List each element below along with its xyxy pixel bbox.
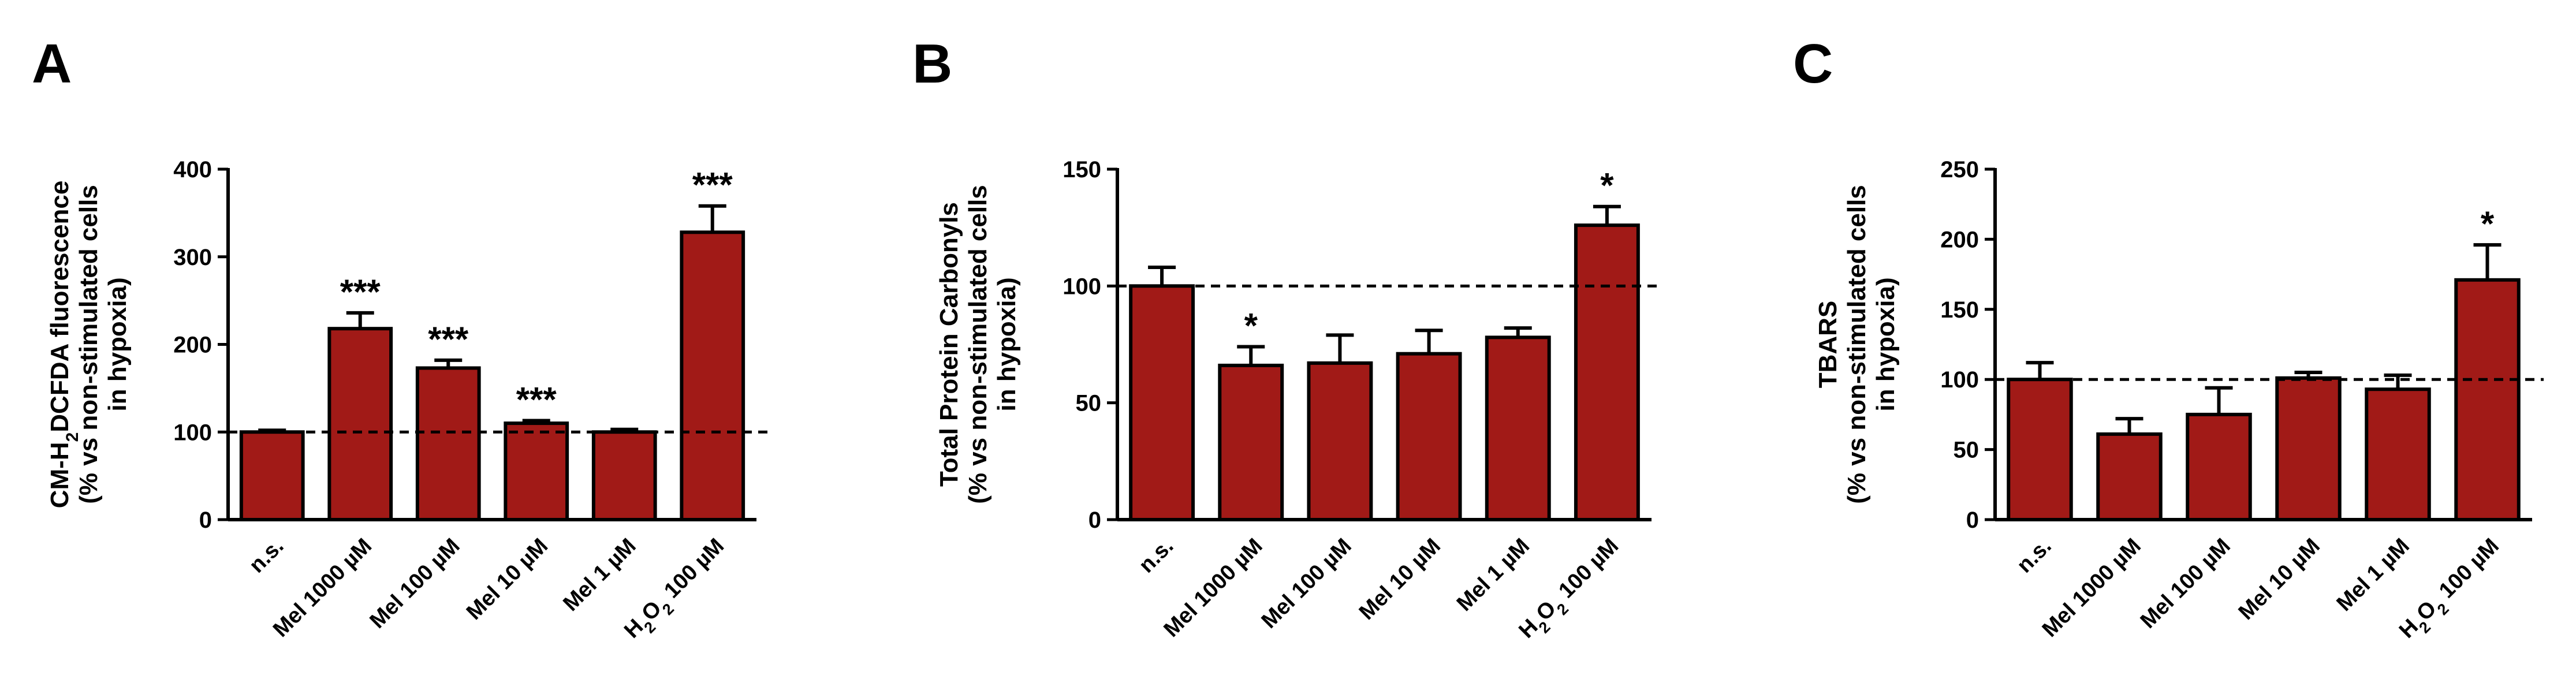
bar bbox=[2186, 412, 2252, 522]
x-category-label: Mel 100 µM bbox=[365, 534, 464, 633]
panel-letter: B bbox=[912, 33, 952, 95]
bar bbox=[1396, 352, 1462, 521]
x-category-label: n.s. bbox=[245, 534, 289, 578]
bar bbox=[2096, 432, 2163, 522]
x-category-label: Mel 100 µM bbox=[1257, 534, 1356, 633]
panel-letter: A bbox=[32, 33, 72, 95]
panel-letter: C bbox=[1793, 33, 1833, 95]
y-tick-label: 200 bbox=[173, 333, 212, 358]
y-tick-label: 400 bbox=[173, 157, 212, 182]
y-axis-title-line: (% vs non-stimulated cells bbox=[74, 185, 103, 504]
y-tick-label: 50 bbox=[1076, 391, 1102, 416]
y-axis-title-line: TBARS bbox=[1814, 301, 1842, 389]
y-tick-label: 0 bbox=[1088, 508, 1101, 533]
significance-marker: * bbox=[1600, 166, 1614, 205]
y-tick-label: 100 bbox=[1063, 274, 1101, 299]
x-category-label: Mel 1 µM bbox=[1452, 534, 1534, 616]
y-tick-label: 250 bbox=[1940, 157, 1979, 182]
y-tick-label: 0 bbox=[1966, 508, 1979, 533]
chart-panel-c: C TBARS (% vs non-stimulated cells in hypox… bbox=[1793, 33, 2544, 643]
x-category-label: Mel 10 µM bbox=[1355, 534, 1445, 625]
y-tick-label: 100 bbox=[1940, 367, 1979, 393]
x-category-label: Mel 100 µM bbox=[2136, 534, 2235, 633]
bar bbox=[1485, 335, 1551, 521]
x-category-label: n.s. bbox=[2012, 534, 2056, 578]
chart-panel-b: B Total Protein Carbonyls (% vs non-stimul… bbox=[912, 33, 1663, 643]
bar bbox=[1574, 223, 1640, 521]
significance-marker: * bbox=[1244, 307, 1258, 345]
y-axis-title-line: CM-H2DCFDA fluorescence bbox=[46, 181, 82, 509]
x-category-label: Mel 10 µM bbox=[462, 534, 553, 625]
y-tick-label: 100 bbox=[173, 420, 212, 445]
bar bbox=[591, 430, 657, 521]
significance-marker: * bbox=[2481, 204, 2495, 243]
bar bbox=[415, 366, 481, 521]
y-tick-label: 50 bbox=[1954, 438, 1979, 463]
bar bbox=[239, 430, 305, 521]
bar bbox=[1307, 361, 1373, 522]
bar bbox=[2007, 378, 2073, 522]
chart-panel-a: A CM-H2DCFDA fluorescence (% vs non-stimul… bbox=[32, 33, 768, 643]
significance-marker: *** bbox=[428, 320, 469, 359]
y-tick-label: 200 bbox=[1940, 227, 1979, 252]
significance-marker: *** bbox=[340, 273, 381, 311]
bar bbox=[327, 327, 393, 521]
y-axis-title-line: Total Protein Carbonyls bbox=[935, 202, 963, 487]
bar bbox=[1218, 363, 1284, 521]
bar bbox=[680, 230, 745, 521]
y-tick-label: 150 bbox=[1940, 297, 1979, 323]
x-category-label: Mel 10 µM bbox=[2234, 534, 2325, 625]
bar bbox=[2454, 278, 2521, 521]
y-axis-title-line: (% vs non-stimulated cells bbox=[1843, 185, 1871, 504]
x-category-label: Mel 1 µM bbox=[558, 534, 640, 616]
x-category-label: Mel 1 µM bbox=[2332, 534, 2414, 616]
bar bbox=[2365, 387, 2431, 521]
y-axis-title-line: (% vs non-stimulated cells bbox=[964, 185, 992, 504]
bar bbox=[1129, 284, 1195, 521]
y-axis-title-line: in hypoxia) bbox=[103, 277, 132, 411]
x-category-label: n.s. bbox=[1134, 534, 1178, 578]
bar bbox=[2275, 376, 2342, 521]
significance-marker: *** bbox=[692, 166, 733, 204]
bar bbox=[504, 421, 569, 522]
y-axis-title-line: in hypoxia) bbox=[993, 277, 1021, 411]
y-axis-title-line: in hypoxia) bbox=[1872, 277, 1900, 411]
y-tick-label: 300 bbox=[173, 245, 212, 270]
significance-marker: *** bbox=[516, 380, 557, 419]
y-tick-label: 0 bbox=[199, 508, 212, 533]
y-tick-label: 150 bbox=[1063, 157, 1101, 182]
